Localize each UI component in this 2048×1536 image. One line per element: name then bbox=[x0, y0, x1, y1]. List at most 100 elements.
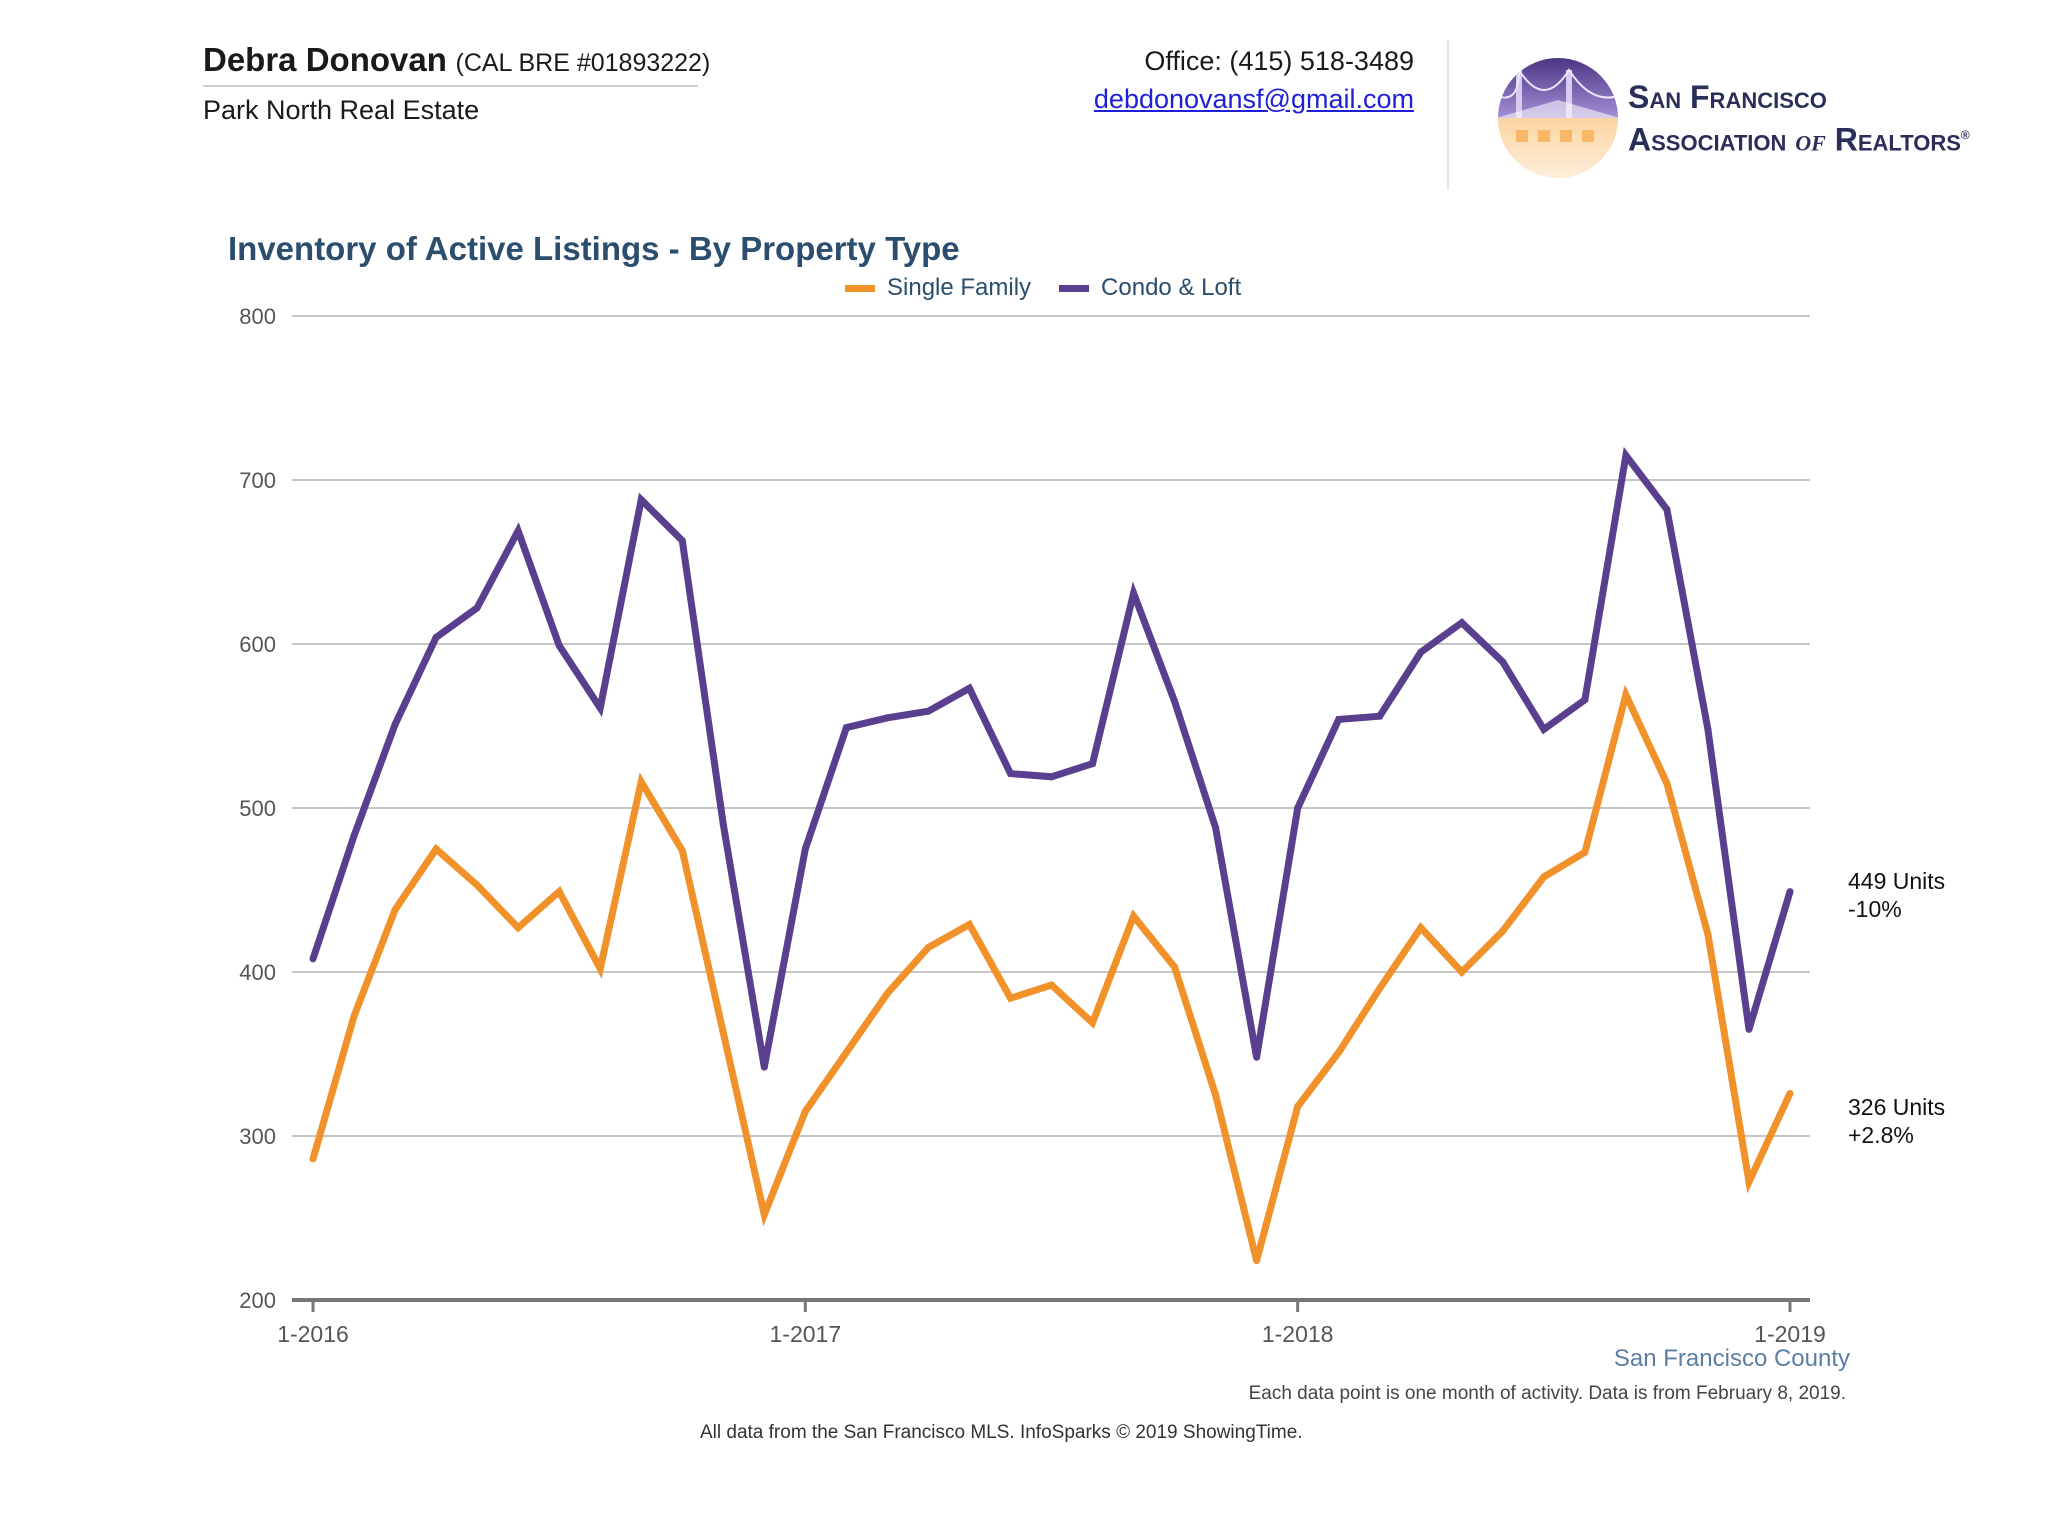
data-point-condo-loft bbox=[309, 955, 317, 963]
data-point-condo-loft bbox=[924, 707, 932, 715]
header-separator bbox=[1447, 40, 1449, 190]
sfar-logo-icon bbox=[1498, 58, 1618, 178]
brokerage-name: Park North Real Estate bbox=[203, 95, 480, 125]
data-point-single-family bbox=[1130, 912, 1138, 920]
legend-label-condo-loft: Condo & Loft bbox=[1101, 274, 1242, 301]
legend-item-single-family: Single Family bbox=[845, 274, 1031, 302]
data-point-condo-loft bbox=[432, 633, 440, 641]
data-point-single-family bbox=[1212, 1091, 1220, 1099]
data-point-single-family bbox=[1376, 984, 1384, 992]
x-tick-label: 1-2017 bbox=[770, 1321, 842, 1347]
data-point-condo-loft bbox=[1417, 648, 1425, 656]
data-point-condo-loft bbox=[1130, 589, 1138, 597]
data-point-single-family bbox=[924, 943, 932, 951]
data-point-single-family bbox=[1499, 927, 1507, 935]
data-point-condo-loft bbox=[1622, 451, 1630, 459]
legend-swatch-single-family bbox=[845, 284, 875, 292]
data-point-single-family bbox=[1581, 848, 1589, 856]
data-point-condo-loft bbox=[1663, 506, 1671, 514]
data-point-single-family bbox=[1663, 779, 1671, 787]
data-point-single-family bbox=[391, 906, 399, 914]
data-point-single-family bbox=[883, 989, 891, 997]
data-point-condo-loft bbox=[1540, 725, 1548, 733]
data-point-condo-loft bbox=[1335, 715, 1343, 723]
data-point-condo-loft bbox=[678, 537, 686, 545]
data-point-single-family bbox=[678, 847, 686, 855]
data-point-condo-loft bbox=[391, 720, 399, 728]
legend-item-condo-loft: Condo & Loft bbox=[1059, 274, 1241, 302]
data-point-single-family bbox=[1417, 924, 1425, 932]
association-of: of bbox=[1795, 121, 1826, 158]
y-tick-label: 300 bbox=[239, 1124, 276, 1149]
data-point-single-family bbox=[1704, 930, 1712, 938]
data-point-single-family bbox=[637, 778, 645, 786]
contact-block: Office: (415) 518-3489 debdonovansf@gmai… bbox=[1094, 42, 1414, 118]
y-tick-label: 600 bbox=[239, 632, 276, 657]
chart-title: Inventory of Active Listings - By Proper… bbox=[228, 230, 960, 267]
x-tick-label: 1-2018 bbox=[1262, 1321, 1334, 1347]
email-link[interactable]: debdonovansf@gmail.com bbox=[1093, 84, 1414, 114]
y-tick-label: 200 bbox=[239, 1288, 276, 1313]
association-line1: San Francisco bbox=[1628, 79, 1827, 115]
data-point-single-family bbox=[1622, 691, 1630, 699]
data-point-condo-loft bbox=[637, 496, 645, 504]
data-point-condo-loft bbox=[514, 527, 522, 535]
data-point-condo-loft bbox=[1499, 658, 1507, 666]
association-name: San Francisco Association of Realtors® bbox=[1628, 78, 1970, 159]
data-point-single-family bbox=[965, 920, 973, 928]
data-point-single-family bbox=[1171, 963, 1179, 971]
data-point-condo-loft bbox=[1253, 1053, 1261, 1061]
data-point-condo-loft bbox=[1089, 760, 1097, 768]
data-point-condo-loft bbox=[1581, 696, 1589, 704]
registered-mark: ® bbox=[1960, 128, 1970, 142]
data-point-single-family bbox=[596, 965, 604, 973]
data-point-condo-loft bbox=[1294, 804, 1302, 812]
y-tick-label: 800 bbox=[239, 304, 276, 329]
legend-label-single-family: Single Family bbox=[887, 274, 1032, 301]
agent-line: Debra Donovan (CAL BRE #01893222) bbox=[203, 40, 710, 83]
data-point-condo-loft bbox=[473, 604, 481, 612]
data-point-condo-loft bbox=[842, 724, 850, 732]
data-point-condo-loft bbox=[596, 704, 604, 712]
data-point-single-family bbox=[432, 845, 440, 853]
data-point-single-family bbox=[1089, 1019, 1097, 1027]
data-point-condo-loft bbox=[801, 845, 809, 853]
data-point-single-family bbox=[473, 881, 481, 889]
data-point-single-family bbox=[1786, 1089, 1794, 1097]
association-realtors: Realtors bbox=[1834, 121, 1961, 158]
data-point-single-family bbox=[1048, 981, 1055, 989]
association-word: Association bbox=[1628, 121, 1787, 158]
single-family-end-units: 326 Units bbox=[1848, 1094, 1946, 1120]
data-point-condo-loft bbox=[350, 832, 358, 840]
data-point-condo-loft bbox=[719, 820, 727, 828]
condo-end-callout: 449 Units -10% bbox=[1848, 867, 1945, 923]
data-point-condo-loft bbox=[1171, 697, 1179, 705]
y-tick-label: 400 bbox=[239, 960, 276, 985]
data-point-condo-loft bbox=[1704, 725, 1712, 733]
y-tick-label: 700 bbox=[239, 468, 276, 493]
data-point-single-family bbox=[514, 924, 522, 932]
data-point-single-family bbox=[350, 1012, 358, 1020]
data-point-condo-loft bbox=[760, 1063, 768, 1071]
data-credit: All data from the San Francisco MLS. Inf… bbox=[700, 1422, 1303, 1443]
data-footnote: Each data point is one month of activity… bbox=[1248, 1383, 1846, 1404]
data-point-single-family bbox=[719, 1029, 727, 1037]
data-point-condo-loft bbox=[555, 642, 563, 650]
data-point-single-family bbox=[801, 1107, 809, 1115]
chart-legend: Single Family Condo & Loft bbox=[845, 274, 1269, 302]
data-point-single-family bbox=[842, 1048, 850, 1056]
data-point-single-family bbox=[1006, 994, 1014, 1002]
x-tick-label: 1-2019 bbox=[1754, 1321, 1826, 1347]
data-point-condo-loft bbox=[1745, 1025, 1753, 1033]
data-point-condo-loft bbox=[1212, 824, 1220, 832]
data-point-single-family bbox=[309, 1155, 317, 1163]
data-point-single-family bbox=[1294, 1102, 1302, 1110]
data-point-condo-loft bbox=[1006, 770, 1014, 778]
x-tick-label: 1-2016 bbox=[277, 1321, 349, 1347]
data-point-single-family bbox=[760, 1211, 768, 1219]
series-line-condo-loft bbox=[309, 446, 1794, 1068]
data-point-single-family bbox=[555, 888, 563, 896]
data-point-single-family bbox=[1458, 968, 1466, 976]
association-line2: Association of Realtors® bbox=[1628, 116, 1970, 159]
